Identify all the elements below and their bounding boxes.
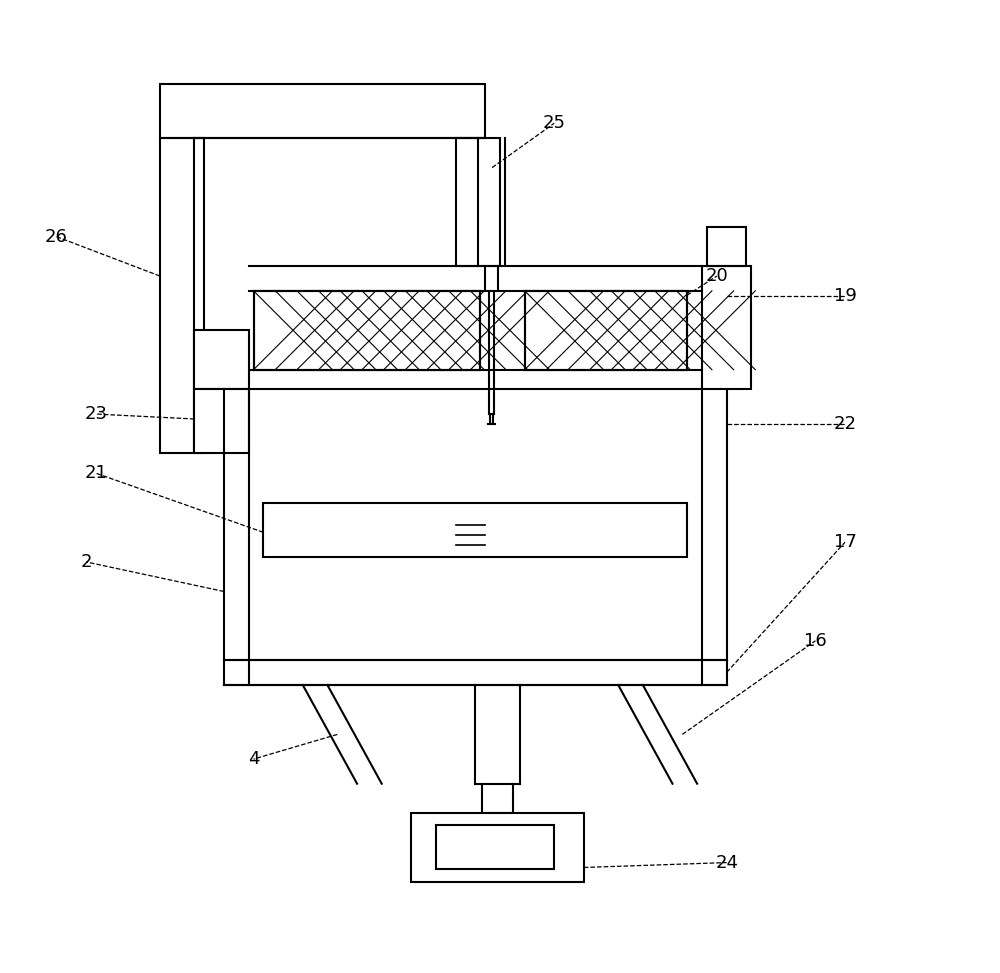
Text: 25: 25 [543, 114, 566, 132]
Text: 19: 19 [834, 287, 856, 305]
Bar [411, 813, 584, 883]
Bar [254, 291, 480, 370]
Bar [160, 84, 485, 138]
Text: 21: 21 [84, 464, 107, 483]
Bar [254, 291, 480, 370]
Bar [194, 330, 249, 389]
Text: 26: 26 [45, 228, 68, 245]
Text: 24: 24 [715, 853, 738, 872]
Bar [263, 503, 687, 557]
Text: 16: 16 [804, 631, 827, 650]
Bar [525, 291, 687, 370]
Text: 17: 17 [834, 533, 856, 551]
Text: 20: 20 [705, 267, 728, 285]
Bar [436, 825, 554, 870]
Bar [194, 389, 249, 453]
Bar [160, 138, 204, 453]
Text: 23: 23 [84, 405, 107, 423]
Bar [707, 227, 746, 267]
Bar [456, 138, 500, 267]
Text: 2: 2 [80, 553, 92, 571]
Bar [525, 291, 687, 370]
Text: 4: 4 [248, 750, 259, 768]
Bar [702, 267, 751, 389]
Text: 22: 22 [834, 414, 857, 433]
